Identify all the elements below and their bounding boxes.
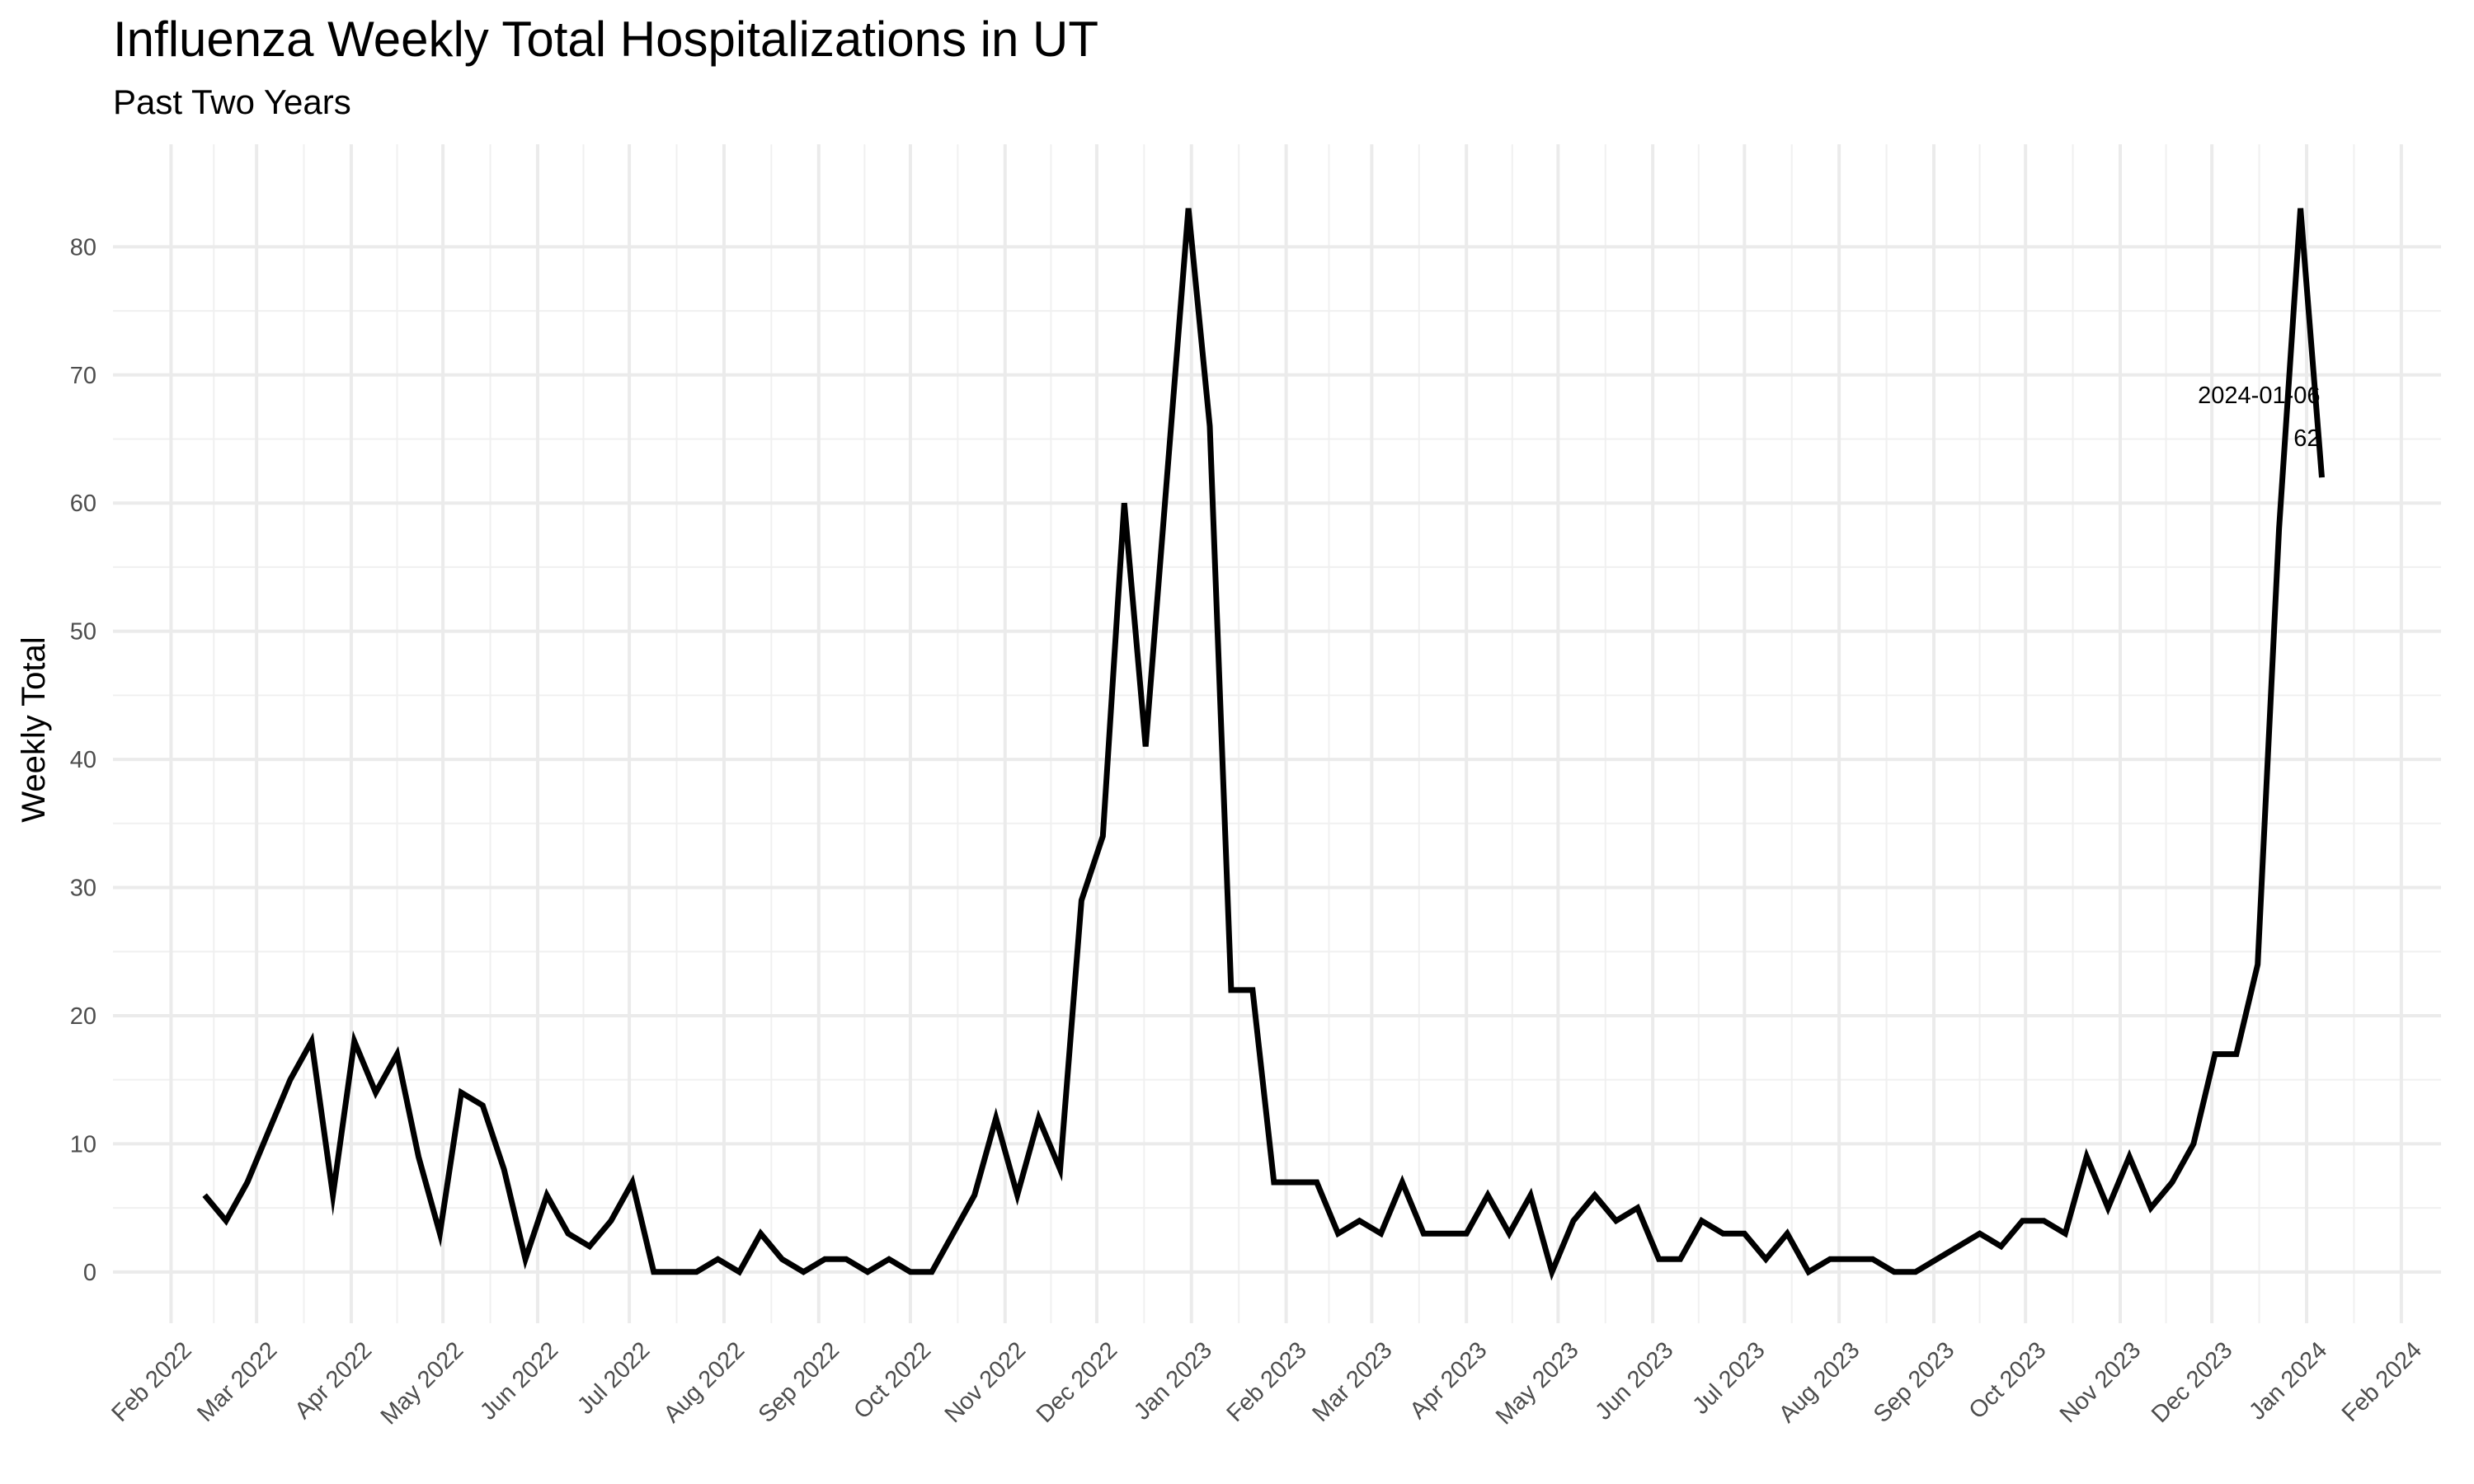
x-tick-label: Oct 2023 — [1964, 1337, 2052, 1425]
x-tick-label: Sep 2022 — [754, 1337, 844, 1428]
x-tick-label: Jun 2022 — [475, 1337, 563, 1425]
x-tick-label: Mar 2023 — [1307, 1337, 1397, 1427]
x-tick-label: Jul 2023 — [1687, 1337, 1770, 1420]
x-tick-label: Jan 2023 — [1129, 1337, 1217, 1425]
y-tick-label: 60 — [70, 491, 96, 517]
series-layer — [202, 208, 2325, 1281]
x-tick-label: Aug 2023 — [1774, 1337, 1865, 1428]
x-tick-label: Nov 2022 — [940, 1337, 1031, 1428]
x-tick-label: Sep 2023 — [1869, 1337, 1959, 1428]
y-tick-label: 50 — [70, 619, 96, 646]
x-tick-label: Jan 2024 — [2244, 1337, 2332, 1425]
chart-title: Influenza Weekly Total Hospitalizations … — [113, 12, 1099, 67]
y-tick-label: 30 — [70, 876, 96, 902]
x-tick-label: Feb 2022 — [106, 1337, 196, 1427]
y-axis-label: Weekly Total — [16, 636, 52, 822]
x-tick-label: Dec 2023 — [2147, 1337, 2237, 1428]
annotation-value: 62 — [2293, 425, 2320, 452]
x-tick-label: Oct 2022 — [849, 1337, 936, 1425]
x-tick-label: Aug 2022 — [659, 1337, 750, 1428]
minor-gridlines — [113, 144, 2441, 1323]
y-tick-label: 10 — [70, 1131, 96, 1158]
x-tick-label: Apr 2022 — [289, 1337, 377, 1425]
annotation-date: 2024-01-06 — [2198, 383, 2320, 409]
x-tick-label: May 2023 — [1491, 1337, 1584, 1430]
y-tick-label: 80 — [70, 234, 96, 261]
y-tick-label: 70 — [70, 363, 96, 389]
x-tick-label: Dec 2022 — [1032, 1337, 1122, 1428]
y-axis-ticks: 0 10 20 30 40 50 60 70 80 — [70, 234, 96, 1285]
major-gridlines — [113, 144, 2441, 1323]
x-tick-label: Nov 2023 — [2055, 1337, 2146, 1428]
series-line — [202, 208, 2325, 1281]
x-tick-label: Apr 2023 — [1405, 1337, 1493, 1425]
y-tick-label: 0 — [83, 1260, 96, 1286]
x-tick-label: Feb 2023 — [1222, 1337, 1312, 1427]
x-tick-label: Mar 2022 — [192, 1337, 282, 1427]
x-tick-label: Jul 2022 — [572, 1337, 655, 1420]
x-tick-label: May 2022 — [376, 1337, 469, 1430]
chart-subtitle: Past Two Years — [113, 82, 351, 121]
x-tick-label: Jun 2023 — [1590, 1337, 1678, 1425]
x-tick-label: Feb 2024 — [2337, 1337, 2427, 1427]
annotation-layer: 2024-01-06 62 — [2198, 383, 2320, 452]
y-tick-label: 20 — [70, 1003, 96, 1030]
y-tick-label: 40 — [70, 747, 96, 773]
